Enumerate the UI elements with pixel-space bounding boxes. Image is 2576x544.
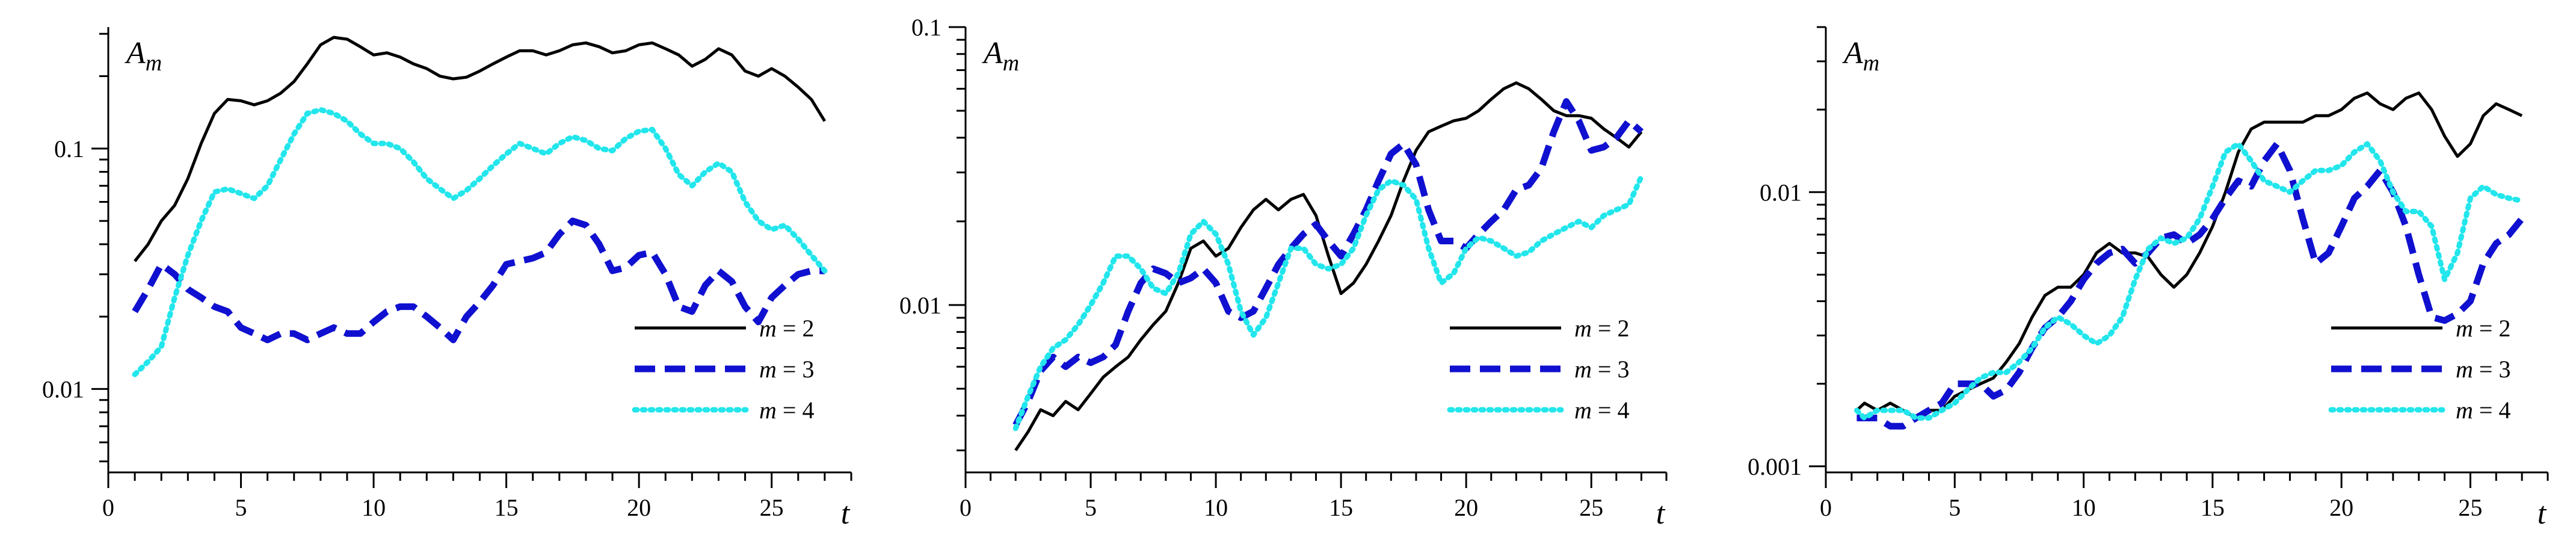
legend: m = 2m = 3m = 4 [632,315,814,424]
legend-label-value: = 3 [1592,356,1630,383]
legend-label: m = 2 [1574,315,1629,342]
x-axis-title: t [1656,496,1666,531]
x-tick-label: 0 [102,494,114,521]
y-axis-title-symbol: A [125,36,146,70]
x-tick-label: 5 [1949,494,1961,521]
series-line-4 [1853,141,2525,421]
x-tick-label: 25 [760,494,784,521]
y-axis-title-symbol: A [982,36,1003,70]
legend-label: m = 3 [759,356,814,383]
legend-label-var: m [1574,397,1592,424]
x-tick-label: 5 [1085,494,1097,521]
legend-label-var: m [2456,315,2473,342]
y-tick-label: 0.1 [54,135,84,162]
x-tick-label: 0 [960,494,972,521]
x-tick-label: 15 [1329,494,1353,521]
series-line-3 [132,217,825,344]
series-line-3 [1012,98,1644,427]
y-tick-label: 0.01 [42,376,84,403]
y-axis-title-subscript: m [1003,51,1019,76]
x-tick-label: 10 [2072,494,2096,521]
x-tick-label: 5 [235,494,247,521]
y-tick-label: 0.01 [899,292,941,319]
legend-label-var: m [1574,315,1592,342]
y-axis-title-symbol: A [1842,36,1863,70]
y-axis-title: Am [125,36,162,76]
series-line-4 [1012,173,1644,431]
legend-label-value: = 2 [1592,315,1630,342]
legend-label-var: m [2456,356,2473,383]
series-line-3 [1857,140,2525,430]
legend-label-var: m [759,356,777,383]
x-tick-label: 20 [1454,494,1478,521]
legend-label-value: = 4 [1592,397,1630,424]
y-tick-label: 0.01 [1760,179,1802,206]
series-line-2 [134,36,827,262]
legend-label: m = 3 [2456,356,2510,383]
x-tick-label: 20 [2329,494,2353,521]
x-axis-title: t [841,496,851,531]
series-line-2 [1014,81,1643,451]
y-tick-label: 0.1 [911,14,941,41]
x-tick-label: 15 [2201,494,2225,521]
x-axis-title: t [2537,496,2547,531]
x-tick-label: 10 [1204,494,1228,521]
legend-label-var: m [759,315,777,342]
legend-label-var: m [1574,356,1592,383]
legend-label: m = 3 [1574,356,1629,383]
y-axis-title: Am [1842,36,1879,76]
legend-label: m = 4 [2456,397,2510,424]
legend-label: m = 4 [759,397,814,424]
legend-label-value: = 2 [2473,315,2511,342]
x-tick-label: 15 [495,494,519,521]
x-tick-label: 0 [1820,494,1832,521]
legend-label: m = 2 [759,315,814,342]
legend-label-value: = 3 [777,356,815,383]
x-tick-label: 20 [627,494,651,521]
legend-label-value: = 4 [777,397,815,424]
legend-label-value: = 4 [2473,397,2511,424]
y-axis-title: Am [982,36,1019,76]
y-axis-title-subscript: m [146,51,162,76]
legend-label-var: m [759,397,777,424]
legend-label-value: = 3 [2473,356,2511,383]
x-tick-label: 25 [1579,494,1603,521]
legend-label-var: m [2456,397,2473,424]
x-tick-label: 10 [362,494,386,521]
legend-label: m = 4 [1574,397,1629,424]
legend-label-value: = 2 [777,315,815,342]
legend: m = 2m = 3m = 4 [2328,315,2510,424]
y-axis-title-subscript: m [1863,51,1879,76]
legend-label: m = 2 [2456,315,2510,342]
series-line-4 [132,107,828,377]
y-tick-label: 0.001 [1748,453,1802,480]
legend: m = 2m = 3m = 4 [1447,315,1629,424]
x-tick-label: 25 [2458,494,2482,521]
